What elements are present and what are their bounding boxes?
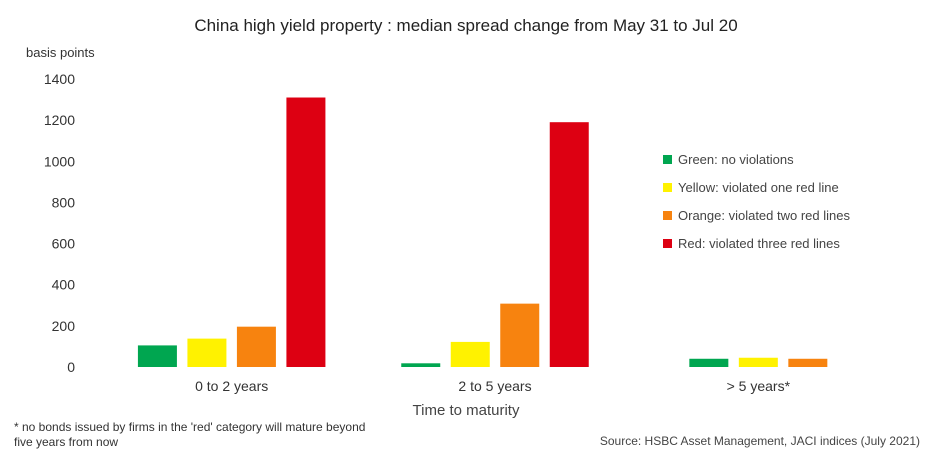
y-tick-label: 400 bbox=[52, 277, 76, 293]
bar bbox=[286, 97, 326, 367]
chart-title: China high yield property : median sprea… bbox=[194, 16, 738, 35]
bar bbox=[549, 122, 589, 367]
legend-item-red: Red: violated three red lines bbox=[663, 229, 850, 257]
x-tick-label: > 5 years* bbox=[727, 378, 791, 394]
y-axis-label: basis points bbox=[26, 45, 95, 60]
legend-label-green: Green: no violations bbox=[678, 151, 794, 167]
legend-swatch-yellow bbox=[663, 182, 672, 192]
bar bbox=[137, 345, 177, 367]
bar bbox=[450, 341, 490, 367]
bar bbox=[689, 358, 729, 367]
y-tick-label: 600 bbox=[52, 236, 76, 252]
legend-label-red: Red: violated three red lines bbox=[678, 235, 840, 251]
bar bbox=[738, 357, 778, 367]
x-axis-label: Time to maturity bbox=[412, 402, 520, 419]
bars bbox=[137, 97, 828, 367]
legend-swatch-orange bbox=[663, 210, 672, 220]
x-tick-label: 2 to 5 years bbox=[458, 378, 531, 394]
y-tick-label: 1000 bbox=[44, 153, 75, 169]
bar bbox=[236, 326, 276, 367]
legend-item-yellow: Yellow: violated one red line bbox=[663, 173, 850, 201]
y-axis: 0 200 400 600 800 1000 1200 1400 bbox=[44, 71, 75, 375]
y-tick-label: 800 bbox=[52, 194, 76, 210]
legend-item-orange: Orange: violated two red lines bbox=[663, 201, 850, 229]
footnote: * no bonds issued by firms in the 'red' … bbox=[14, 420, 366, 449]
y-tick-label: 200 bbox=[52, 318, 76, 334]
y-tick-label: 0 bbox=[67, 359, 75, 375]
legend-item-green: Green: no violations bbox=[663, 145, 850, 173]
bar bbox=[401, 363, 441, 367]
source-note: Source: HSBC Asset Management, JACI indi… bbox=[599, 434, 920, 448]
bar bbox=[500, 303, 540, 367]
legend-swatch-green bbox=[663, 154, 672, 164]
legend: Green: no violations Yellow: violated on… bbox=[663, 145, 850, 257]
x-tick-label: 0 to 2 years bbox=[195, 378, 268, 394]
legend-label-yellow: Yellow: violated one red line bbox=[678, 179, 839, 195]
y-tick-label: 1200 bbox=[44, 112, 75, 128]
bar bbox=[187, 338, 227, 367]
legend-label-orange: Orange: violated two red lines bbox=[678, 207, 850, 223]
legend-swatch-red bbox=[663, 238, 672, 248]
y-tick-label: 1400 bbox=[44, 71, 75, 87]
bar bbox=[788, 358, 828, 367]
x-axis: 0 to 2 years 2 to 5 years > 5 years* bbox=[195, 378, 791, 394]
